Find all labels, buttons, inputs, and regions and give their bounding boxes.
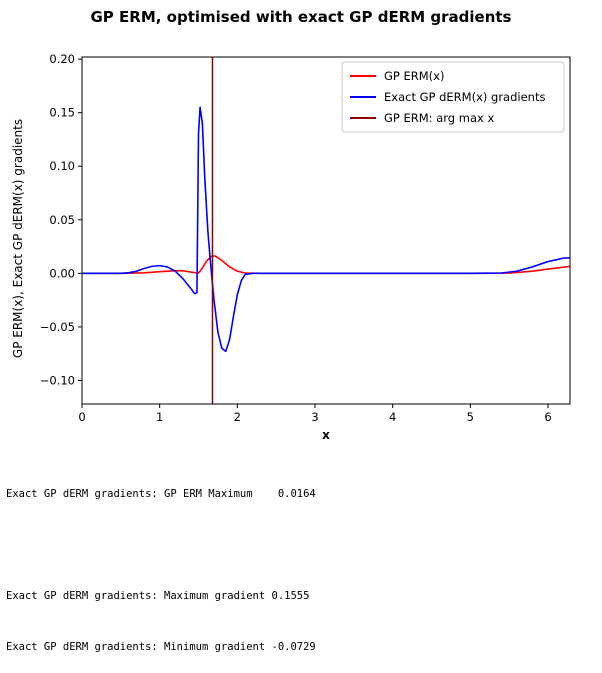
legend-box: [341, 61, 565, 133]
y-tick-label: 0.00: [49, 266, 75, 280]
plot-canvas: 0 1 2 3 4 5 6−0.10−0.050.000.050.100.150.20 x …: [11, 52, 571, 442]
legend: GP ERM(x) Exact GP dERM(x) gradients GP ER…: [341, 61, 565, 133]
x-tick-label: 0: [78, 410, 85, 424]
x-tick-label: 3: [311, 410, 318, 424]
x-tick-label: 6: [544, 410, 551, 424]
console-line: Exact GP dERM gradients: Minimum gradien…: [6, 641, 316, 653]
x-tick-label: 4: [389, 410, 396, 424]
console-line: Exact GP dERM gradients: GP ERM Maximum …: [6, 488, 316, 500]
x-tick-label: 1: [156, 410, 163, 424]
legend-entry-label: GP ERM(x): [384, 69, 444, 83]
y-tick-label: −0.05: [40, 320, 75, 334]
ticks-layer: 0 1 2 3 4 5 6 −0.10 −0.05 0.00 0.05 0.10 0.15 0.20: [40, 52, 552, 424]
y-tick-label: 0.20: [49, 52, 75, 66]
x-axis-label: x: [322, 428, 330, 442]
legend-entry-label: GP ERM: arg max x: [384, 111, 494, 125]
series-gradient-line: [82, 106, 570, 353]
chart-title: GP ERM, optimised with exact GP dERM gra…: [90, 8, 512, 26]
x-tick-label: 5: [467, 410, 474, 424]
y-axis-label: GP ERM(x), Exact GP dERM(x) gradients: [11, 119, 25, 358]
console-line: [6, 537, 316, 554]
series-gp-erm-line: [82, 254, 570, 275]
y-tick-label: −0.10: [40, 373, 75, 387]
axes-frame: [81, 56, 571, 405]
y-tick-label: 0.10: [49, 159, 75, 173]
y-tick-label: 0.05: [49, 213, 75, 227]
console-output: Exact GP dERM gradients: GP ERM Maximum …: [6, 452, 316, 673]
console-line: Exact GP dERM gradients: Maximum gradien…: [6, 590, 310, 602]
y-tick-label: 0.15: [49, 106, 75, 120]
x-tick-label: 2: [234, 410, 241, 424]
series-layer: [82, 57, 570, 404]
legend-entry-label: Exact GP dERM(x) gradients: [384, 90, 545, 104]
